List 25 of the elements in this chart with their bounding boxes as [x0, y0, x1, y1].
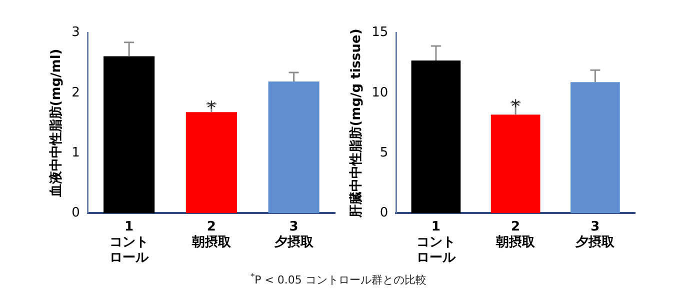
y-tick-label: 0 — [72, 206, 80, 221]
x-tick-label: 1 コントロール — [110, 219, 150, 266]
bar — [186, 112, 237, 214]
y-axis-title: 肝臓中中性脂肪(mg/g tissue) — [348, 28, 364, 218]
bar — [570, 82, 620, 214]
y-tick-label: 5 — [380, 145, 388, 160]
y-tick-label: 15 — [372, 25, 388, 40]
x-tick-label: 1 コントロール — [416, 219, 456, 266]
bar — [104, 56, 155, 214]
y-tick-label: 0 — [380, 206, 388, 221]
y-tick-label: 2 — [72, 85, 80, 100]
x-tick-label: 3 夕摂取 — [273, 219, 314, 250]
y-axis-title: 血液中中性脂肪(mg/ml) — [48, 48, 64, 198]
y-tick-label: 10 — [372, 85, 388, 100]
annotation: * — [206, 98, 216, 119]
y-tick-label: 1 — [72, 145, 80, 160]
x-tick-label: 3 夕摂取 — [574, 219, 616, 250]
y-tick-label: 3 — [72, 25, 80, 40]
text: $^{*}$P < 0.05 コントロール群との比較 — [250, 272, 428, 288]
x-tick-label: 2 朝摂取 — [495, 219, 536, 250]
bar — [268, 82, 320, 214]
bar — [490, 114, 540, 214]
annotation: * — [511, 96, 520, 118]
bar — [411, 60, 461, 214]
x-tick-label: 2 朝摂取 — [190, 219, 232, 250]
